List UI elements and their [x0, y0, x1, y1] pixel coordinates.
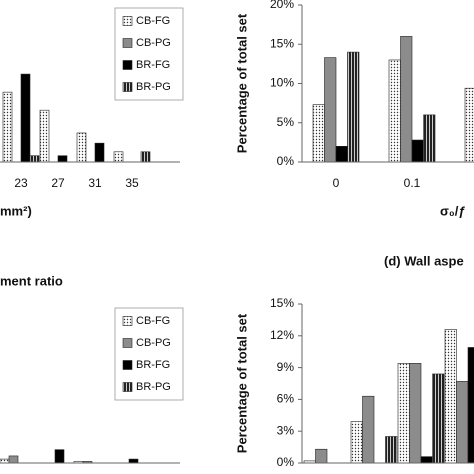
legend-swatch: [122, 82, 133, 92]
bar: [350, 421, 363, 464]
bar: [113, 151, 124, 163]
x-tick-label: 35: [125, 176, 139, 190]
x-axis-label: σ₀/ƒ: [440, 203, 466, 218]
chart-title: ment ratio: [0, 273, 63, 288]
chart-title: (d) Wall aspe: [384, 253, 464, 268]
legend-label: BR-FG: [136, 359, 170, 371]
x-tick-label: 27: [51, 176, 65, 190]
y-tick-label: 12%: [270, 328, 294, 342]
y-tick-label: 20%: [270, 0, 294, 11]
bar: [444, 329, 457, 464]
bar: [409, 363, 422, 464]
bar: [347, 51, 360, 163]
legend-label: CB-FG: [136, 315, 170, 327]
legend-swatch: [122, 38, 133, 48]
bar: [388, 59, 401, 163]
bar: [362, 395, 375, 464]
bar: [312, 104, 325, 163]
legend-label: CB-FG: [136, 15, 170, 27]
bar: [464, 87, 474, 163]
y-tick-label: 15%: [270, 296, 294, 310]
bar: [57, 155, 68, 163]
bar: [456, 381, 469, 464]
legend-swatch: [122, 16, 133, 26]
bar: [423, 114, 436, 163]
y-tick-label: 5%: [277, 115, 295, 129]
legend-swatch: [122, 60, 133, 70]
legend-label: CB-PG: [136, 37, 171, 49]
bar: [54, 449, 65, 464]
legend-swatch: [122, 338, 133, 348]
y-tick-label: 0%: [277, 154, 295, 168]
bar: [467, 347, 474, 464]
legend-swatch: [122, 316, 133, 326]
y-tick-label: 0%: [277, 455, 295, 469]
y-tick-label: 3%: [277, 423, 295, 437]
bar: [324, 57, 337, 163]
x-tick-label: 31: [88, 176, 102, 190]
legend-swatch: [122, 360, 133, 370]
bar: [76, 132, 87, 163]
bar: [400, 36, 413, 163]
bar: [420, 456, 433, 464]
y-tick-label: 6%: [277, 392, 295, 406]
x-tick-label: 0.1: [404, 176, 421, 190]
y-axis-label: Percentage of total set: [234, 313, 249, 453]
y-axis-label: Percentage of total set: [234, 13, 249, 153]
bar: [29, 155, 40, 163]
legend-swatch: [122, 382, 133, 392]
y-tick-label: 9%: [277, 360, 295, 374]
bar: [335, 146, 348, 163]
y-tick-label: 10%: [270, 76, 294, 90]
bar: [0, 458, 10, 464]
bar: [39, 109, 50, 163]
legend-label: BR-PG: [136, 81, 171, 93]
bar: [8, 455, 19, 464]
bar: [140, 151, 151, 163]
bar: [411, 139, 424, 163]
y-tick-label: 15%: [270, 36, 294, 50]
x-tick-label: 23: [14, 176, 28, 190]
bar: [385, 436, 398, 464]
x-tick-label: 0: [333, 176, 340, 190]
bar: [397, 363, 410, 464]
bar: [94, 142, 105, 163]
legend-label: BR-FG: [136, 59, 170, 71]
bar: [315, 448, 328, 464]
legend-label: BR-PG: [136, 381, 171, 393]
x-axis-label: mm²): [0, 203, 32, 218]
bar: [20, 73, 31, 163]
bar: [2, 91, 13, 163]
bar: [432, 373, 445, 464]
legend-label: CB-PG: [136, 337, 171, 349]
bar: [128, 458, 139, 464]
